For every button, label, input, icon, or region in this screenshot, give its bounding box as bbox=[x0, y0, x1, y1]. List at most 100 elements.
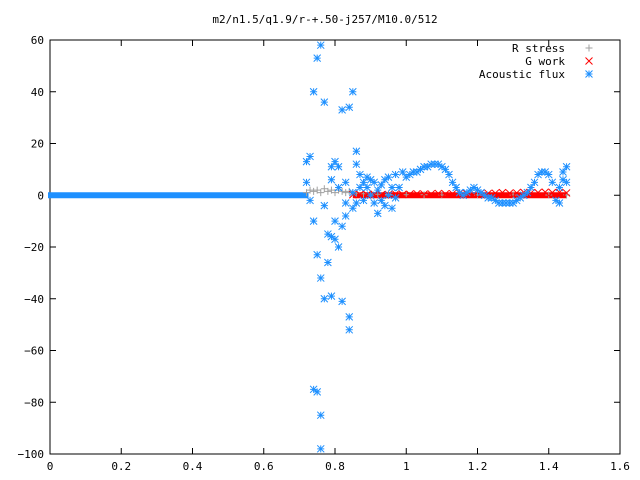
r-stress-point bbox=[324, 187, 332, 195]
acoustic-flux-point bbox=[324, 258, 332, 267]
g-work-point bbox=[427, 190, 436, 198]
chart-title: m2/n1.5/q1.9/r-+.50-j257/M10.0/512 bbox=[212, 13, 437, 26]
acoustic-flux-point bbox=[370, 199, 379, 207]
acoustic-flux-point bbox=[381, 201, 389, 210]
g-work-point bbox=[405, 190, 414, 199]
acoustic-flux-point bbox=[388, 204, 396, 213]
acoustic-flux-point bbox=[398, 168, 407, 176]
acoustic-flux-point bbox=[391, 170, 400, 179]
acoustic-flux-point bbox=[327, 162, 336, 171]
acoustic-flux-point bbox=[324, 230, 332, 238]
r-stress-point bbox=[338, 187, 346, 195]
acoustic-flux-point bbox=[327, 292, 336, 301]
acoustic-flux-point bbox=[491, 196, 500, 205]
acoustic-flux-point bbox=[309, 87, 318, 96]
acoustic-flux-point bbox=[313, 388, 322, 396]
acoustic-flux-point bbox=[366, 191, 375, 200]
g-work-point bbox=[356, 190, 364, 199]
acoustic-flux-point bbox=[348, 188, 357, 197]
acoustic-flux-point bbox=[509, 199, 517, 207]
acoustic-flux-point bbox=[516, 193, 525, 202]
acoustic-flux-point bbox=[495, 199, 503, 207]
y-tick-label: −40 bbox=[24, 293, 44, 306]
acoustic-flux-point bbox=[552, 196, 560, 205]
r-stress-point bbox=[545, 191, 553, 199]
legend-marker-glyph bbox=[585, 57, 593, 65]
acoustic-flux-point bbox=[309, 385, 318, 394]
acoustic-flux-point bbox=[316, 274, 325, 282]
acoustic-flux-point bbox=[348, 204, 357, 213]
acoustic-flux-point bbox=[384, 191, 393, 200]
x-tick-label: 1 bbox=[403, 460, 410, 473]
acoustic-flux-point bbox=[473, 186, 482, 194]
acoustic-flux-point bbox=[523, 188, 532, 197]
g-work-point bbox=[377, 190, 386, 199]
acoustic-flux-point bbox=[427, 160, 436, 169]
legend-label-acoustic-flux: Acoustic flux bbox=[479, 68, 565, 81]
acoustic-flux-point bbox=[420, 162, 428, 171]
acoustic-flux-point bbox=[502, 199, 510, 207]
acoustic-flux-point bbox=[484, 193, 493, 202]
acoustic-flux-point bbox=[316, 41, 325, 50]
g-work-point bbox=[413, 189, 421, 198]
r-stress-point bbox=[310, 187, 318, 195]
acoustic-flux-point bbox=[356, 170, 364, 179]
g-work-point bbox=[562, 189, 571, 197]
acoustic-flux-point bbox=[434, 160, 443, 169]
acoustic-flux-point bbox=[377, 181, 386, 189]
acoustic-flux-point bbox=[331, 235, 339, 244]
acoustic-flux-point bbox=[512, 196, 521, 205]
acoustic-flux-point bbox=[527, 183, 535, 192]
acoustic-flux-point bbox=[341, 178, 350, 187]
y-tick-label: 0 bbox=[37, 189, 44, 202]
acoustic-flux-point bbox=[534, 170, 542, 179]
acoustic-flux-point bbox=[366, 175, 375, 184]
g-work-point bbox=[541, 188, 550, 196]
r-stress-point bbox=[331, 189, 339, 197]
y-tick-label: −20 bbox=[24, 241, 44, 254]
acoustic-flux-point bbox=[373, 186, 382, 194]
acoustic-flux-point bbox=[338, 297, 346, 306]
acoustic-flux-point bbox=[470, 183, 478, 192]
acoustic-flux-point bbox=[341, 199, 350, 207]
acoustic-flux-point bbox=[441, 165, 450, 174]
g-work-point bbox=[398, 190, 407, 199]
acoustic-flux-point bbox=[373, 209, 382, 218]
acoustic-flux-point bbox=[359, 178, 368, 187]
acoustic-flux-point bbox=[352, 160, 361, 169]
acoustic-flux-point bbox=[381, 175, 389, 184]
acoustic-flux-point bbox=[338, 106, 346, 114]
acoustic-flux-point bbox=[555, 183, 564, 192]
g-work-point bbox=[505, 189, 514, 198]
x-axis-ticks: 0 0.2 0.4 0.6 0.8 1 1.2 1.4 1.6 bbox=[47, 40, 630, 473]
acoustic-flux-point bbox=[363, 173, 371, 181]
acoustic-flux-point bbox=[384, 173, 393, 181]
acoustic-flux-point bbox=[562, 178, 571, 187]
x-tick-label: 0.2 bbox=[111, 460, 131, 473]
legend-marker-glyph bbox=[585, 70, 593, 78]
acoustic-flux-point bbox=[537, 168, 546, 176]
g-work-point bbox=[441, 190, 450, 198]
legend-marker-r-stress bbox=[585, 44, 593, 52]
r-stress-point bbox=[327, 186, 335, 194]
acoustic-flux-point bbox=[455, 188, 464, 197]
acoustic-flux-point bbox=[316, 411, 325, 420]
acoustic-flux-point bbox=[338, 222, 346, 231]
acoustic-flux-point bbox=[530, 178, 539, 187]
acoustic-flux-point bbox=[327, 232, 336, 241]
acoustic-flux-point bbox=[402, 173, 411, 181]
acoustic-flux-point bbox=[409, 168, 418, 176]
x-tick-label: 0 bbox=[47, 460, 54, 473]
acoustic-flux-point bbox=[352, 199, 361, 207]
acoustic-flux-point bbox=[345, 325, 354, 334]
acoustic-flux-point bbox=[445, 170, 453, 179]
acoustic-flux-point bbox=[302, 178, 311, 187]
r-stress-point bbox=[306, 186, 314, 194]
acoustic-flux-point bbox=[544, 170, 553, 179]
acoustic-flux-point bbox=[302, 157, 311, 166]
legend-label-r-stress: R stress bbox=[512, 42, 565, 55]
acoustic-flux-point bbox=[331, 157, 339, 166]
acoustic-flux-point bbox=[480, 191, 489, 200]
series-acoustic-flux bbox=[302, 41, 571, 453]
acoustic-flux-point bbox=[562, 162, 571, 171]
